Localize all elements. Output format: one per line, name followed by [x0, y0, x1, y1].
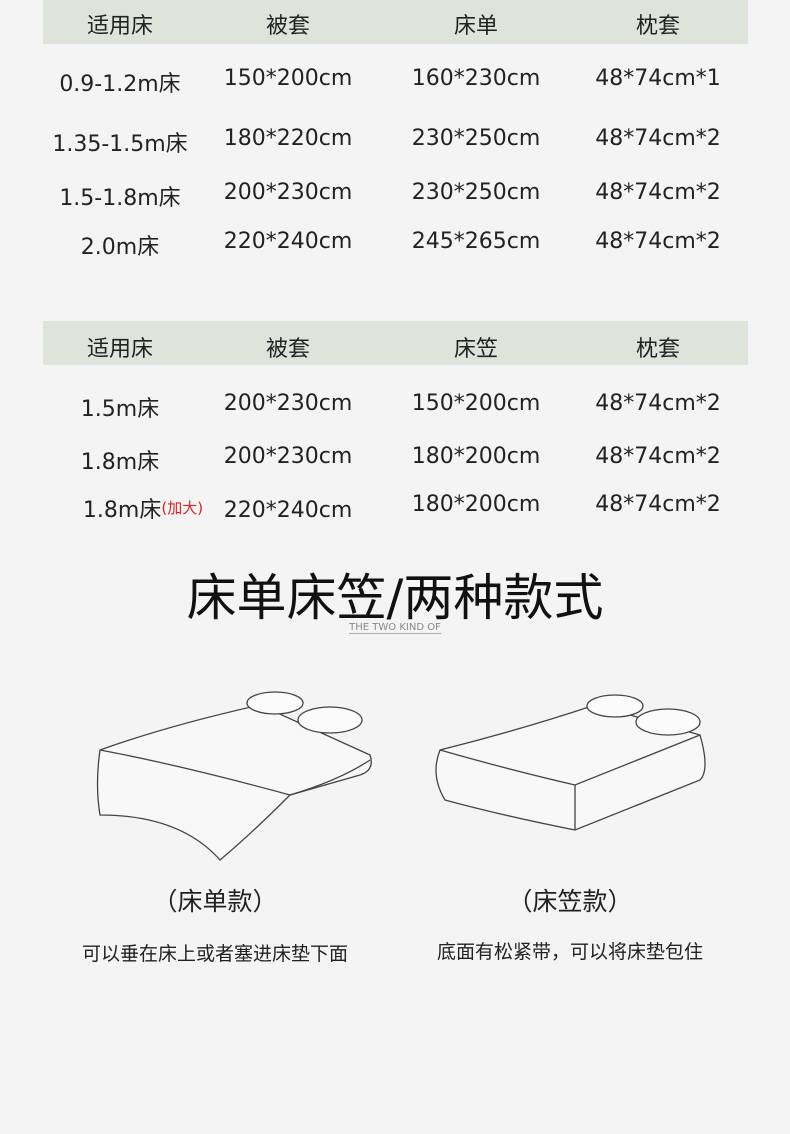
t2-header-fitted: 床笠	[453, 337, 498, 362]
t2-header-duvet: 被套	[265, 337, 310, 362]
cell: 1.35-1.5m床	[52, 132, 188, 157]
cell: 1.5-1.8m床	[59, 186, 181, 211]
cell: 150*200cm	[223, 66, 353, 91]
flat-sheet-label: （床单款）	[152, 887, 278, 916]
cell: 0.9-1.2m床	[59, 72, 181, 97]
cell: 48*74cm*1	[595, 66, 721, 91]
cell: 180*200cm	[411, 492, 541, 517]
oversize-note: (加大)	[161, 499, 204, 517]
subtitle-text: THE TWO KIND OF	[349, 622, 441, 634]
cell: 220*240cm	[223, 498, 353, 523]
cell: 230*250cm	[411, 126, 541, 151]
bed-size: 1.8m床	[82, 498, 162, 523]
cell: 150*200cm	[411, 391, 541, 416]
cell: 160*230cm	[411, 66, 541, 91]
cell: 230*250cm	[411, 180, 541, 205]
cell: 48*74cm*2	[595, 492, 721, 517]
cell: 48*74cm*2	[595, 180, 721, 205]
cell: 1.8m床	[80, 450, 160, 475]
fitted-sheet-illustration	[435, 694, 706, 831]
table1-header	[43, 0, 748, 44]
cell: 220*240cm	[223, 229, 353, 254]
cell: 200*230cm	[223, 391, 353, 416]
cell: 1.8m床(加大)	[43, 492, 243, 524]
cell: 245*265cm	[411, 229, 541, 254]
flat-sheet-desc: 可以垂在床上或者塞进床垫下面	[81, 943, 348, 965]
t1-header-duvet: 被套	[265, 14, 310, 39]
t1-header-sheet: 床单	[453, 14, 498, 39]
table2-header	[43, 321, 748, 365]
cell: 180*200cm	[411, 444, 541, 469]
cell: 1.5m床	[80, 397, 160, 422]
section-subtitle: THE TWO KIND OF	[0, 622, 790, 634]
cell: 48*74cm*2	[595, 391, 721, 416]
cell: 180*220cm	[223, 126, 353, 151]
section-title: 床单床笠/两种款式	[186, 569, 604, 627]
t2-header-bed: 适用床	[86, 337, 153, 362]
fitted-sheet-desc: 底面有松紧带，可以将床垫包住	[436, 941, 703, 963]
t2-header-pillow: 枕套	[635, 337, 680, 362]
cell: 2.0m床	[80, 235, 160, 260]
cell: 48*74cm*2	[595, 444, 721, 469]
t1-header-pillow: 枕套	[635, 14, 680, 39]
cell: 200*230cm	[223, 444, 353, 469]
flat-sheet-illustration	[96, 691, 372, 861]
cell: 48*74cm*2	[595, 126, 721, 151]
fitted-sheet-label: （床笠款）	[507, 887, 633, 916]
cell: 48*74cm*2	[595, 229, 721, 254]
t1-header-bed: 适用床	[86, 14, 153, 39]
cell: 200*230cm	[223, 180, 353, 205]
